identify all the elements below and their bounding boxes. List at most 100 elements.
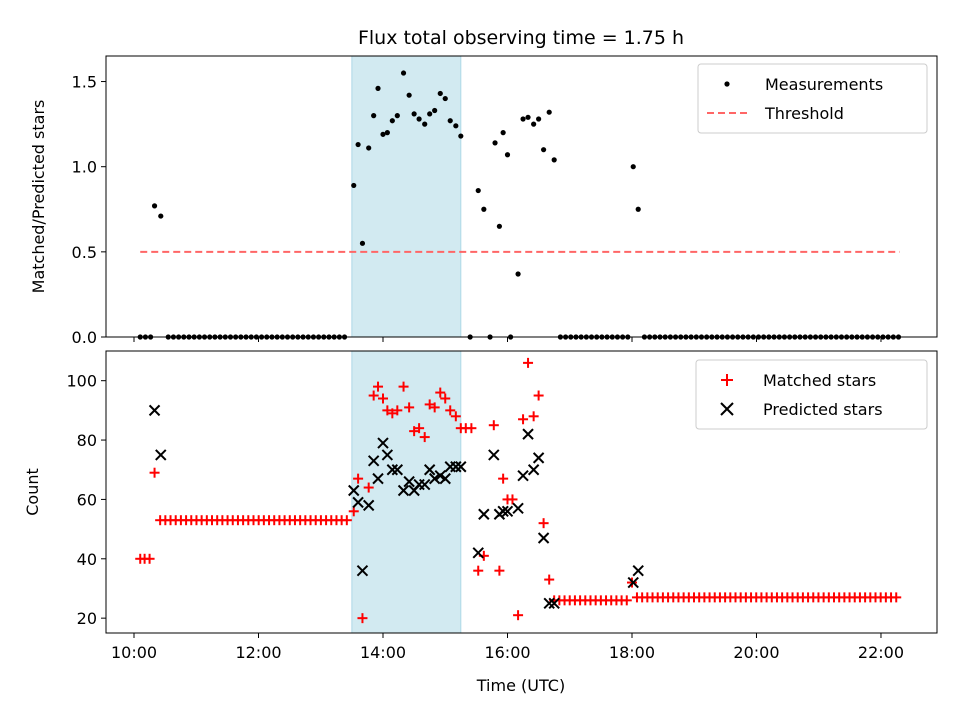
predicted-star-marker bbox=[488, 449, 500, 461]
matched-star-marker bbox=[494, 565, 505, 576]
measurement-point bbox=[375, 85, 381, 91]
predicted-star-marker bbox=[423, 464, 436, 476]
x-tick-label: 18:00 bbox=[609, 643, 655, 662]
matched-star-marker bbox=[440, 393, 451, 404]
measurement-point bbox=[406, 92, 412, 98]
count-y-tick-label: 80 bbox=[77, 431, 97, 450]
predicted-star-marker bbox=[348, 484, 360, 497]
measurement-point bbox=[389, 118, 395, 124]
count-legend: Matched stars Predicted stars bbox=[695, 359, 928, 430]
predicted-star-marker bbox=[428, 472, 441, 485]
x-tick-label: 10:00 bbox=[111, 643, 157, 662]
matched-star-marker bbox=[488, 420, 499, 431]
matched-star-marker bbox=[392, 405, 403, 416]
predicted-star-marker bbox=[148, 404, 161, 417]
matched-star-marker bbox=[533, 390, 544, 401]
matched-star-marker bbox=[429, 402, 440, 413]
measurement-point bbox=[355, 141, 361, 148]
x-tick-label: 12:00 bbox=[235, 643, 281, 662]
measurement-point bbox=[551, 157, 557, 163]
measurement-point bbox=[400, 70, 407, 76]
panel-ratio-frame bbox=[105, 55, 938, 338]
matched-star-marker bbox=[357, 613, 368, 624]
measurement-point bbox=[416, 116, 422, 122]
predicted-star-marker bbox=[472, 547, 484, 559]
count-y-tick-label: 40 bbox=[77, 550, 97, 569]
measurement-point bbox=[458, 133, 464, 139]
matched-star-marker bbox=[373, 381, 384, 392]
measurement-point bbox=[427, 111, 433, 117]
measurement-point bbox=[384, 130, 390, 136]
matched-star-marker bbox=[404, 402, 415, 413]
predicted-star-marker bbox=[377, 437, 389, 449]
matched-star-marker bbox=[528, 411, 539, 422]
ratio-y-tick-label: 0.0 bbox=[72, 328, 97, 347]
x-axis-label: Time (UTC) bbox=[476, 676, 565, 695]
predicted-star-marker bbox=[512, 502, 524, 515]
ratio-y-axis-label: Matched/Predicted stars bbox=[29, 100, 48, 294]
measurement-point bbox=[504, 152, 511, 158]
matched-star-marker bbox=[341, 515, 352, 526]
predicted-star-marker bbox=[356, 564, 369, 577]
predicted-star-marker bbox=[517, 469, 529, 482]
predicted-star-marker bbox=[522, 428, 534, 440]
predicted-star-marker bbox=[527, 464, 540, 476]
matched-star-marker bbox=[513, 610, 524, 621]
predicted-star-marker bbox=[155, 449, 167, 461]
matched-star-marker bbox=[891, 592, 902, 603]
predicted-star-marker bbox=[497, 505, 509, 518]
matched-star-marker bbox=[419, 432, 430, 443]
predicted-star-marker bbox=[381, 449, 394, 461]
predicted-star-marker bbox=[543, 597, 555, 610]
measurement-point bbox=[475, 187, 481, 194]
matched-star-marker bbox=[498, 473, 509, 484]
measurement-point bbox=[515, 271, 521, 277]
predicted-star-marker bbox=[627, 576, 639, 589]
legend-matched-label: Matched stars bbox=[763, 371, 876, 390]
measurement-point bbox=[453, 123, 459, 129]
ratio-legend-box bbox=[697, 63, 928, 134]
predicted-star-marker bbox=[548, 597, 560, 610]
measurement-point bbox=[359, 240, 366, 246]
x-tick-label: 22:00 bbox=[858, 643, 904, 662]
predicted-star-marker bbox=[632, 564, 644, 577]
measurement-point bbox=[447, 118, 453, 124]
highlight-span bbox=[351, 55, 462, 338]
measurement-point bbox=[422, 121, 428, 127]
measurement-point bbox=[432, 107, 438, 114]
measurement-point bbox=[520, 116, 526, 122]
matched-star-marker bbox=[518, 414, 529, 425]
ratio-legend: Measurements Threshold bbox=[697, 63, 928, 134]
measurement-point bbox=[492, 140, 498, 146]
predicted-star-marker bbox=[478, 508, 490, 520]
matched-star-marker bbox=[621, 595, 632, 606]
measurement-point bbox=[366, 145, 372, 151]
measurement-point bbox=[635, 206, 641, 212]
matched-star-marker bbox=[149, 467, 160, 478]
predicted-star-marker bbox=[418, 478, 431, 491]
legend-predicted-marker bbox=[720, 402, 734, 416]
matched-star-marker bbox=[368, 390, 379, 401]
measurement-point bbox=[351, 182, 357, 189]
matched-star-marker bbox=[523, 357, 534, 368]
predicted-star-marker bbox=[391, 464, 404, 476]
measurement-point bbox=[371, 113, 377, 119]
matched-star-marker bbox=[466, 423, 477, 434]
x-tick-label: 14:00 bbox=[360, 643, 406, 662]
measurement-point bbox=[531, 121, 537, 127]
matched-star-marker bbox=[414, 423, 425, 434]
measurement-point bbox=[380, 131, 386, 137]
matched-star-marker bbox=[435, 387, 446, 398]
matched-star-marker bbox=[378, 393, 388, 404]
panel-count: 20 40 60 80 100 10:00 12:00 14:00 16:00 18:00 20:0… bbox=[23, 350, 938, 695]
x-tick-label: 20:00 bbox=[733, 643, 779, 662]
measurement-point bbox=[481, 206, 487, 212]
measurement-point bbox=[630, 164, 636, 170]
matched-star-marker bbox=[353, 473, 364, 484]
count-y-tick-label: 20 bbox=[77, 609, 97, 628]
predicted-star-marker bbox=[403, 475, 415, 488]
count-legend-box bbox=[695, 359, 928, 430]
x-tick-label: 16:00 bbox=[484, 643, 530, 662]
ratio-y-tick-label: 0.5 bbox=[72, 243, 97, 262]
